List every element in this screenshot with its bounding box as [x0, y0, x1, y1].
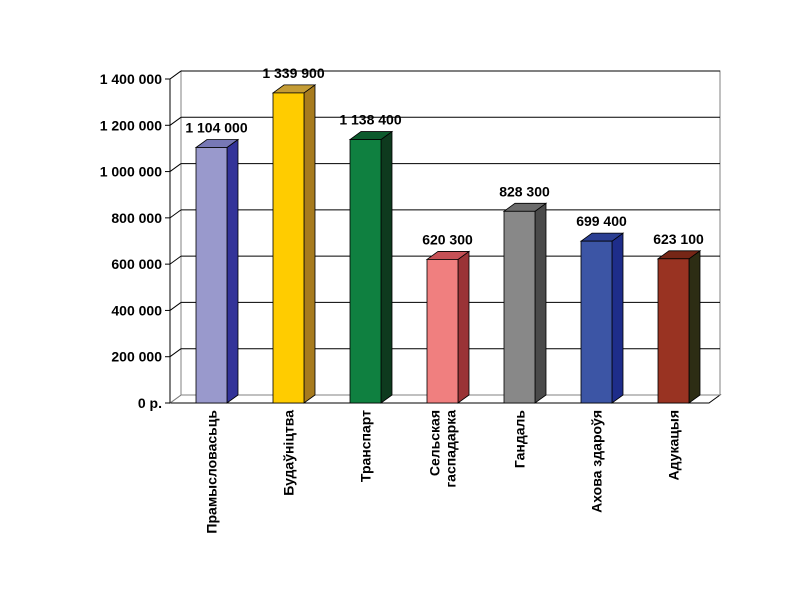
data-label: 620 300: [422, 231, 473, 247]
y-tick-label: 1 000 000: [100, 164, 162, 180]
data-label: 1 339 900: [262, 65, 324, 81]
bar-front: [580, 240, 613, 404]
bar-front: [503, 210, 536, 404]
data-label: 828 300: [499, 183, 550, 199]
bar-front: [272, 92, 305, 404]
bar-side: [380, 130, 393, 404]
y-tick-label: 1 400 000: [100, 71, 162, 87]
data-label: 623 100: [653, 231, 704, 247]
x-tick-label: Адукацыя: [666, 410, 682, 480]
x-tick-label: Ахова здароўя: [589, 410, 605, 513]
value-labels-layer: 1 104 000 1 339 900 1 138 400 620 300 828 30…: [185, 65, 704, 248]
data-label: 1 138 400: [339, 112, 401, 128]
x-tick-label: Прамысловасьць: [204, 410, 220, 534]
bar: [271, 84, 317, 404]
x-tick-label: Будаўніцтва: [281, 410, 297, 496]
bar-side: [611, 232, 624, 404]
bar-side: [534, 202, 547, 404]
gridline-side: [169, 348, 182, 358]
gridline-side: [169, 255, 182, 265]
gridline-side: [169, 70, 182, 80]
bar-side: [226, 138, 239, 404]
x-tick-label: Сельская: [427, 410, 443, 476]
bars-layer: [194, 84, 702, 404]
bar: [656, 250, 702, 404]
y-tick-label: 600 000: [111, 256, 162, 272]
gridline-side: [169, 116, 182, 126]
y-tick-label: 200 000: [111, 349, 162, 365]
bar-front: [349, 139, 382, 404]
bar-front: [426, 259, 459, 404]
bar-side: [303, 84, 316, 404]
data-label: 699 400: [576, 213, 627, 229]
bar-front: [195, 147, 228, 404]
y-tick-label: 800 000: [111, 210, 162, 226]
bar: [579, 232, 625, 404]
bar: [425, 250, 471, 404]
y-tick-label: 1 200 000: [100, 117, 162, 133]
bar-side: [457, 250, 470, 404]
y-tick-label: 0 р.: [138, 395, 162, 411]
gridline-side: [169, 302, 182, 311]
x-tick-label: Гандаль: [512, 410, 528, 469]
data-label: 1 104 000: [185, 120, 247, 136]
bar-front: [657, 258, 690, 404]
y-tick-label: 400 000: [111, 302, 162, 318]
x-tick-label: гаспадарка: [443, 410, 459, 488]
y-axis: 0 р. 200 000 400 000 600 000 800 000 1 000 00…: [100, 71, 171, 411]
x-tick-label: Транспарт: [358, 410, 374, 482]
bar: [502, 202, 548, 404]
gridline-side: [169, 209, 182, 219]
bar: [348, 130, 394, 404]
bar: [194, 138, 240, 404]
gridline-side: [169, 163, 182, 172]
x-axis: Прамысловасьць Будаўніцтва Транспарт Сельск…: [204, 410, 682, 534]
bar-side: [688, 250, 701, 404]
